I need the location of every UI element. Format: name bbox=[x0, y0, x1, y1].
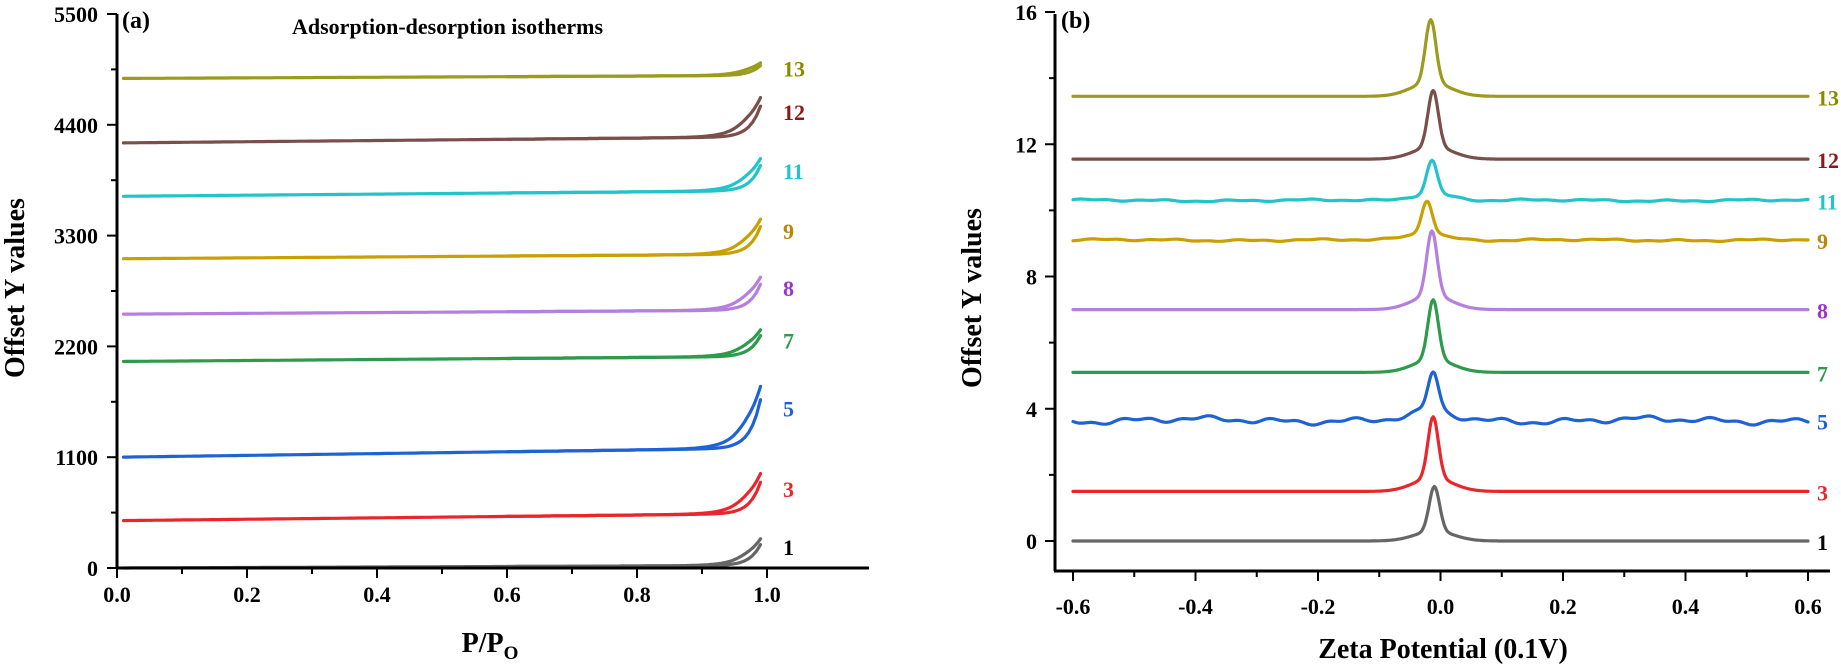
panel-a-ytick-label: 2200 bbox=[54, 334, 98, 359]
panel-a-ytick-label: 1100 bbox=[55, 445, 98, 470]
panel-a-series-label-7: 7 bbox=[783, 328, 794, 353]
zeta-curve-3 bbox=[1071, 415, 1810, 493]
panel-a-xtick-label: 0.8 bbox=[623, 582, 651, 607]
panel-b-series-label-1: 1 bbox=[1817, 530, 1828, 555]
panel-a-ytick-label: 4400 bbox=[54, 113, 98, 138]
panel-b-ylabel: Offset Y values bbox=[957, 208, 988, 388]
panel-b-ytick-label: 12 bbox=[1015, 132, 1037, 157]
panel-a-series-label-3: 3 bbox=[783, 477, 794, 502]
panel-b-ytick-label: 8 bbox=[1026, 265, 1037, 290]
isotherm-9-desorption bbox=[505, 217, 763, 258]
zeta-curve-5 bbox=[1071, 370, 1810, 427]
panel-a-series-label-9: 9 bbox=[783, 219, 794, 244]
panel-b-series-label-11: 11 bbox=[1817, 189, 1838, 214]
panel-b-label: (b) bbox=[1061, 8, 1090, 34]
panel-a-xlabel: P/PO bbox=[462, 628, 519, 664]
panel-b-xtick-label: 0.0 bbox=[1427, 594, 1455, 619]
panel-b-xlabel: Zeta Potential (0.1V) bbox=[1318, 634, 1568, 665]
panel-a-xtick-label: 0.6 bbox=[493, 582, 521, 607]
zeta-curve-13 bbox=[1071, 18, 1810, 98]
panel-b-series-label-5: 5 bbox=[1817, 409, 1828, 434]
isotherm-3-desorption bbox=[505, 472, 763, 518]
panel-b-ytick-label: 16 bbox=[1015, 0, 1037, 25]
panel-a-series-label-5: 5 bbox=[783, 396, 794, 421]
panel-b-xtick-label: 0.2 bbox=[1549, 594, 1577, 619]
panel-b-xtick-label: 0.4 bbox=[1672, 594, 1700, 619]
panel-a-series-label-12: 12 bbox=[783, 100, 805, 125]
panel-a-ytick-label: 5500 bbox=[54, 2, 98, 27]
zeta-curve-11 bbox=[1071, 158, 1810, 204]
panel-a-xtick-label: 1.0 bbox=[753, 582, 781, 607]
panel-b-series-label-13: 13 bbox=[1817, 85, 1839, 110]
panel-b-ticks: -0.6 -0.4 -0.2 0.0 0.2 0.4 0.6 0 4 8 12 16 bbox=[1015, 0, 1822, 619]
panel-b-xtick-label: -0.2 bbox=[1301, 594, 1336, 619]
panel-a-label: (a) bbox=[122, 8, 150, 34]
panel-b-xtick-label: 0.6 bbox=[1794, 594, 1822, 619]
panel-a-series-label-1: 1 bbox=[783, 535, 794, 560]
zeta-curve-12 bbox=[1071, 89, 1810, 161]
panel-a-ytick-label: 0 bbox=[87, 556, 98, 581]
panel-a-series-label-8: 8 bbox=[783, 276, 794, 301]
panel-b-ytick-label: 4 bbox=[1026, 397, 1037, 422]
isotherm-8-desorption bbox=[505, 275, 763, 314]
panel-b-xtick-label: -0.6 bbox=[1056, 594, 1091, 619]
panel-b-series-label-9: 9 bbox=[1817, 229, 1828, 254]
panel-b-xtick-label: -0.4 bbox=[1178, 594, 1213, 619]
panel-a-series-label-11: 11 bbox=[783, 159, 804, 184]
panel-a-xtick-label: 0.2 bbox=[233, 582, 261, 607]
panel-b-ytick-label: 0 bbox=[1026, 529, 1037, 554]
panel-a-ticks: 0.0 0.2 0.4 0.6 0.8 1.0 0 1100 2200 3300 4400 5500 bbox=[54, 2, 781, 607]
panel-b-series-label-12: 12 bbox=[1817, 148, 1839, 173]
zeta-curve-7 bbox=[1071, 298, 1810, 374]
isotherm-5-desorption bbox=[505, 384, 763, 454]
isotherm-11-desorption bbox=[505, 156, 763, 195]
panel-a-series-label-13: 13 bbox=[783, 56, 805, 81]
zeta-curve-8 bbox=[1071, 229, 1810, 312]
panel-a-xlabel-main: P/P bbox=[462, 628, 504, 659]
panel-a-title: Adsorption-desorption isotherms bbox=[292, 14, 604, 39]
panel-a-xtick-label: 0.4 bbox=[363, 582, 391, 607]
isotherm-13-desorption bbox=[505, 61, 763, 79]
panel-a-xtick-label: 0.0 bbox=[103, 582, 131, 607]
isotherm-1-desorption bbox=[505, 537, 763, 569]
panel-b-series-label-3: 3 bbox=[1817, 480, 1828, 505]
panel-b-series-label-7: 7 bbox=[1817, 361, 1828, 386]
isotherm-12-desorption bbox=[505, 96, 763, 141]
panel-a-ylabel: Offset Y values bbox=[0, 198, 31, 378]
panel-b-series-label-8: 8 bbox=[1817, 299, 1828, 324]
isotherm-7-desorption bbox=[505, 328, 763, 361]
panel-a-xlabel-sub: O bbox=[504, 643, 519, 664]
zeta-curve-9 bbox=[1071, 199, 1810, 243]
zeta-curve-1 bbox=[1071, 484, 1810, 543]
panel-a-ytick-label: 3300 bbox=[54, 224, 98, 249]
